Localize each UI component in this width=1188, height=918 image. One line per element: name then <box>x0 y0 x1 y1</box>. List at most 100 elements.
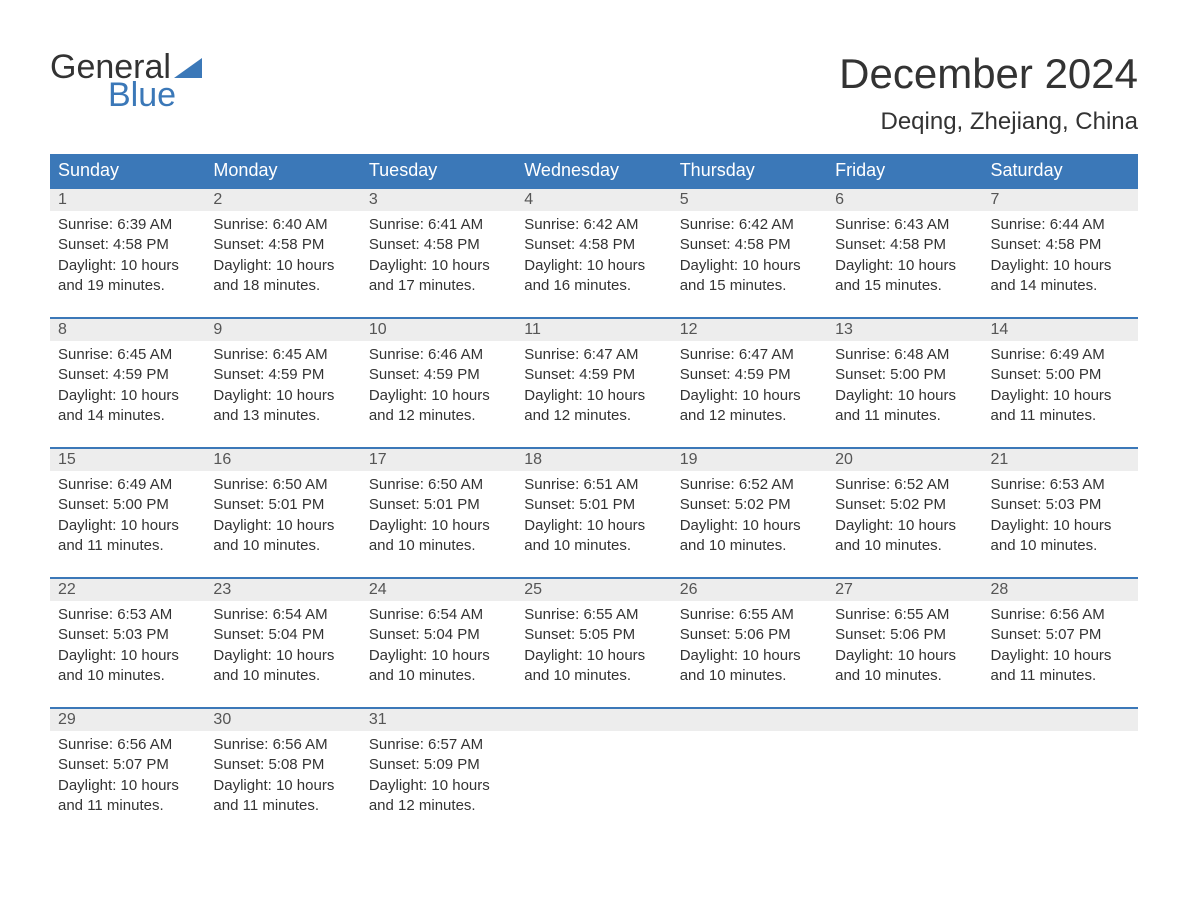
day-sunset-line: Sunset: 5:04 PM <box>213 625 352 645</box>
day-number: 5 <box>672 189 827 211</box>
day-daylight2-line: and 10 minutes. <box>680 536 819 556</box>
day-sunset-line: Sunset: 5:07 PM <box>991 625 1130 645</box>
day-details: Sunrise: 6:41 AMSunset: 4:58 PMDaylight:… <box>361 211 516 296</box>
day-daylight2-line: and 11 minutes. <box>213 796 352 816</box>
day-number: 1 <box>50 189 205 211</box>
day-details: Sunrise: 6:42 AMSunset: 4:58 PMDaylight:… <box>672 211 827 296</box>
weekday-header: Sunday <box>50 154 205 187</box>
day-details: Sunrise: 6:47 AMSunset: 4:59 PMDaylight:… <box>516 341 671 426</box>
day-sunset-line: Sunset: 5:06 PM <box>835 625 974 645</box>
day-cell: 15Sunrise: 6:49 AMSunset: 5:00 PMDayligh… <box>50 449 205 577</box>
day-daylight1-line: Daylight: 10 hours <box>213 776 352 796</box>
day-number: 15 <box>50 449 205 471</box>
day-daylight1-line: Daylight: 10 hours <box>991 646 1130 666</box>
day-daylight2-line: and 10 minutes. <box>680 666 819 686</box>
day-daylight2-line: and 10 minutes. <box>524 536 663 556</box>
day-sunrise-line: Sunrise: 6:42 AM <box>680 215 819 235</box>
day-daylight2-line: and 10 minutes. <box>213 536 352 556</box>
day-sunrise-line: Sunrise: 6:55 AM <box>680 605 819 625</box>
day-sunrise-line: Sunrise: 6:53 AM <box>58 605 197 625</box>
day-sunrise-line: Sunrise: 6:50 AM <box>369 475 508 495</box>
day-sunset-line: Sunset: 5:01 PM <box>213 495 352 515</box>
day-daylight1-line: Daylight: 10 hours <box>524 256 663 276</box>
day-sunset-line: Sunset: 4:59 PM <box>369 365 508 385</box>
day-daylight1-line: Daylight: 10 hours <box>58 386 197 406</box>
day-cell: 3Sunrise: 6:41 AMSunset: 4:58 PMDaylight… <box>361 189 516 317</box>
day-daylight1-line: Daylight: 10 hours <box>680 646 819 666</box>
day-number: 7 <box>983 189 1138 211</box>
day-details: Sunrise: 6:54 AMSunset: 5:04 PMDaylight:… <box>205 601 360 686</box>
day-number: 4 <box>516 189 671 211</box>
day-sunset-line: Sunset: 5:04 PM <box>369 625 508 645</box>
day-number: 19 <box>672 449 827 471</box>
day-daylight1-line: Daylight: 10 hours <box>991 256 1130 276</box>
day-number: 17 <box>361 449 516 471</box>
day-sunrise-line: Sunrise: 6:45 AM <box>213 345 352 365</box>
day-daylight2-line: and 10 minutes. <box>369 536 508 556</box>
day-details: Sunrise: 6:39 AMSunset: 4:58 PMDaylight:… <box>50 211 205 296</box>
day-sunrise-line: Sunrise: 6:48 AM <box>835 345 974 365</box>
day-details: Sunrise: 6:53 AMSunset: 5:03 PMDaylight:… <box>50 601 205 686</box>
day-cell: 6Sunrise: 6:43 AMSunset: 4:58 PMDaylight… <box>827 189 982 317</box>
day-sunset-line: Sunset: 5:08 PM <box>213 755 352 775</box>
day-daylight1-line: Daylight: 10 hours <box>58 776 197 796</box>
day-sunset-line: Sunset: 4:59 PM <box>213 365 352 385</box>
day-number: 26 <box>672 579 827 601</box>
weekday-header: Thursday <box>672 154 827 187</box>
day-daylight1-line: Daylight: 10 hours <box>369 516 508 536</box>
day-details: Sunrise: 6:47 AMSunset: 4:59 PMDaylight:… <box>672 341 827 426</box>
day-sunrise-line: Sunrise: 6:44 AM <box>991 215 1130 235</box>
day-cell: 20Sunrise: 6:52 AMSunset: 5:02 PMDayligh… <box>827 449 982 577</box>
day-number: 10 <box>361 319 516 341</box>
day-sunrise-line: Sunrise: 6:50 AM <box>213 475 352 495</box>
day-sunset-line: Sunset: 5:00 PM <box>835 365 974 385</box>
weekday-header: Monday <box>205 154 360 187</box>
day-daylight1-line: Daylight: 10 hours <box>680 386 819 406</box>
day-daylight1-line: Daylight: 10 hours <box>213 386 352 406</box>
day-sunset-line: Sunset: 4:58 PM <box>680 235 819 255</box>
day-details: Sunrise: 6:55 AMSunset: 5:06 PMDaylight:… <box>672 601 827 686</box>
day-daylight2-line: and 12 minutes. <box>524 406 663 426</box>
day-cell: 27Sunrise: 6:55 AMSunset: 5:06 PMDayligh… <box>827 579 982 707</box>
day-cell: 7 Sunrise: 6:44 AMSunset: 4:58 PMDaylight… <box>983 189 1138 317</box>
day-cell: 18Sunrise: 6:51 AMSunset: 5:01 PMDayligh… <box>516 449 671 577</box>
day-sunset-line: Sunset: 4:58 PM <box>991 235 1130 255</box>
weekday-header: Wednesday <box>516 154 671 187</box>
weeks-container: 1Sunrise: 6:39 AMSunset: 4:58 PMDaylight… <box>50 187 1138 837</box>
weekday-header: Saturday <box>983 154 1138 187</box>
day-number: 27 <box>827 579 982 601</box>
day-details: Sunrise: 6:54 AMSunset: 5:04 PMDaylight:… <box>361 601 516 686</box>
day-sunset-line: Sunset: 4:58 PM <box>213 235 352 255</box>
day-number: 23 <box>205 579 360 601</box>
day-daylight2-line: and 12 minutes. <box>369 796 508 816</box>
day-sunset-line: Sunset: 5:03 PM <box>991 495 1130 515</box>
header-bar: General Blue December 2024 Deqing, Zheji… <box>50 50 1138 136</box>
day-details: Sunrise: 6:56 AMSunset: 5:07 PMDaylight:… <box>50 731 205 816</box>
day-daylight2-line: and 15 minutes. <box>680 276 819 296</box>
day-cell: 26Sunrise: 6:55 AMSunset: 5:06 PMDayligh… <box>672 579 827 707</box>
day-number: 6 <box>827 189 982 211</box>
page-heading: December 2024 Deqing, Zhejiang, China <box>839 50 1138 136</box>
day-sunset-line: Sunset: 4:58 PM <box>369 235 508 255</box>
day-number: 28 <box>983 579 1138 601</box>
day-sunrise-line: Sunrise: 6:47 AM <box>524 345 663 365</box>
day-sunset-line: Sunset: 4:58 PM <box>58 235 197 255</box>
month-title: December 2024 <box>839 50 1138 98</box>
day-number: 2 <box>205 189 360 211</box>
day-cell: 11Sunrise: 6:47 AMSunset: 4:59 PMDayligh… <box>516 319 671 447</box>
location-label: Deqing, Zhejiang, China <box>839 108 1138 136</box>
day-number: 13 <box>827 319 982 341</box>
week-row: 15Sunrise: 6:49 AMSunset: 5:00 PMDayligh… <box>50 447 1138 577</box>
logo: General Blue <box>50 50 202 112</box>
day-sunset-line: Sunset: 4:58 PM <box>835 235 974 255</box>
day-cell: 19Sunrise: 6:52 AMSunset: 5:02 PMDayligh… <box>672 449 827 577</box>
weekday-header-row: Sunday Monday Tuesday Wednesday Thursday… <box>50 154 1138 187</box>
day-sunset-line: Sunset: 5:00 PM <box>58 495 197 515</box>
day-daylight2-line: and 12 minutes. <box>680 406 819 426</box>
day-sunset-line: Sunset: 5:02 PM <box>680 495 819 515</box>
day-sunrise-line: Sunrise: 6:52 AM <box>680 475 819 495</box>
day-sunset-line: Sunset: 5:05 PM <box>524 625 663 645</box>
day-daylight1-line: Daylight: 10 hours <box>369 646 508 666</box>
day-sunrise-line: Sunrise: 6:56 AM <box>58 735 197 755</box>
day-sunset-line: Sunset: 4:59 PM <box>680 365 819 385</box>
